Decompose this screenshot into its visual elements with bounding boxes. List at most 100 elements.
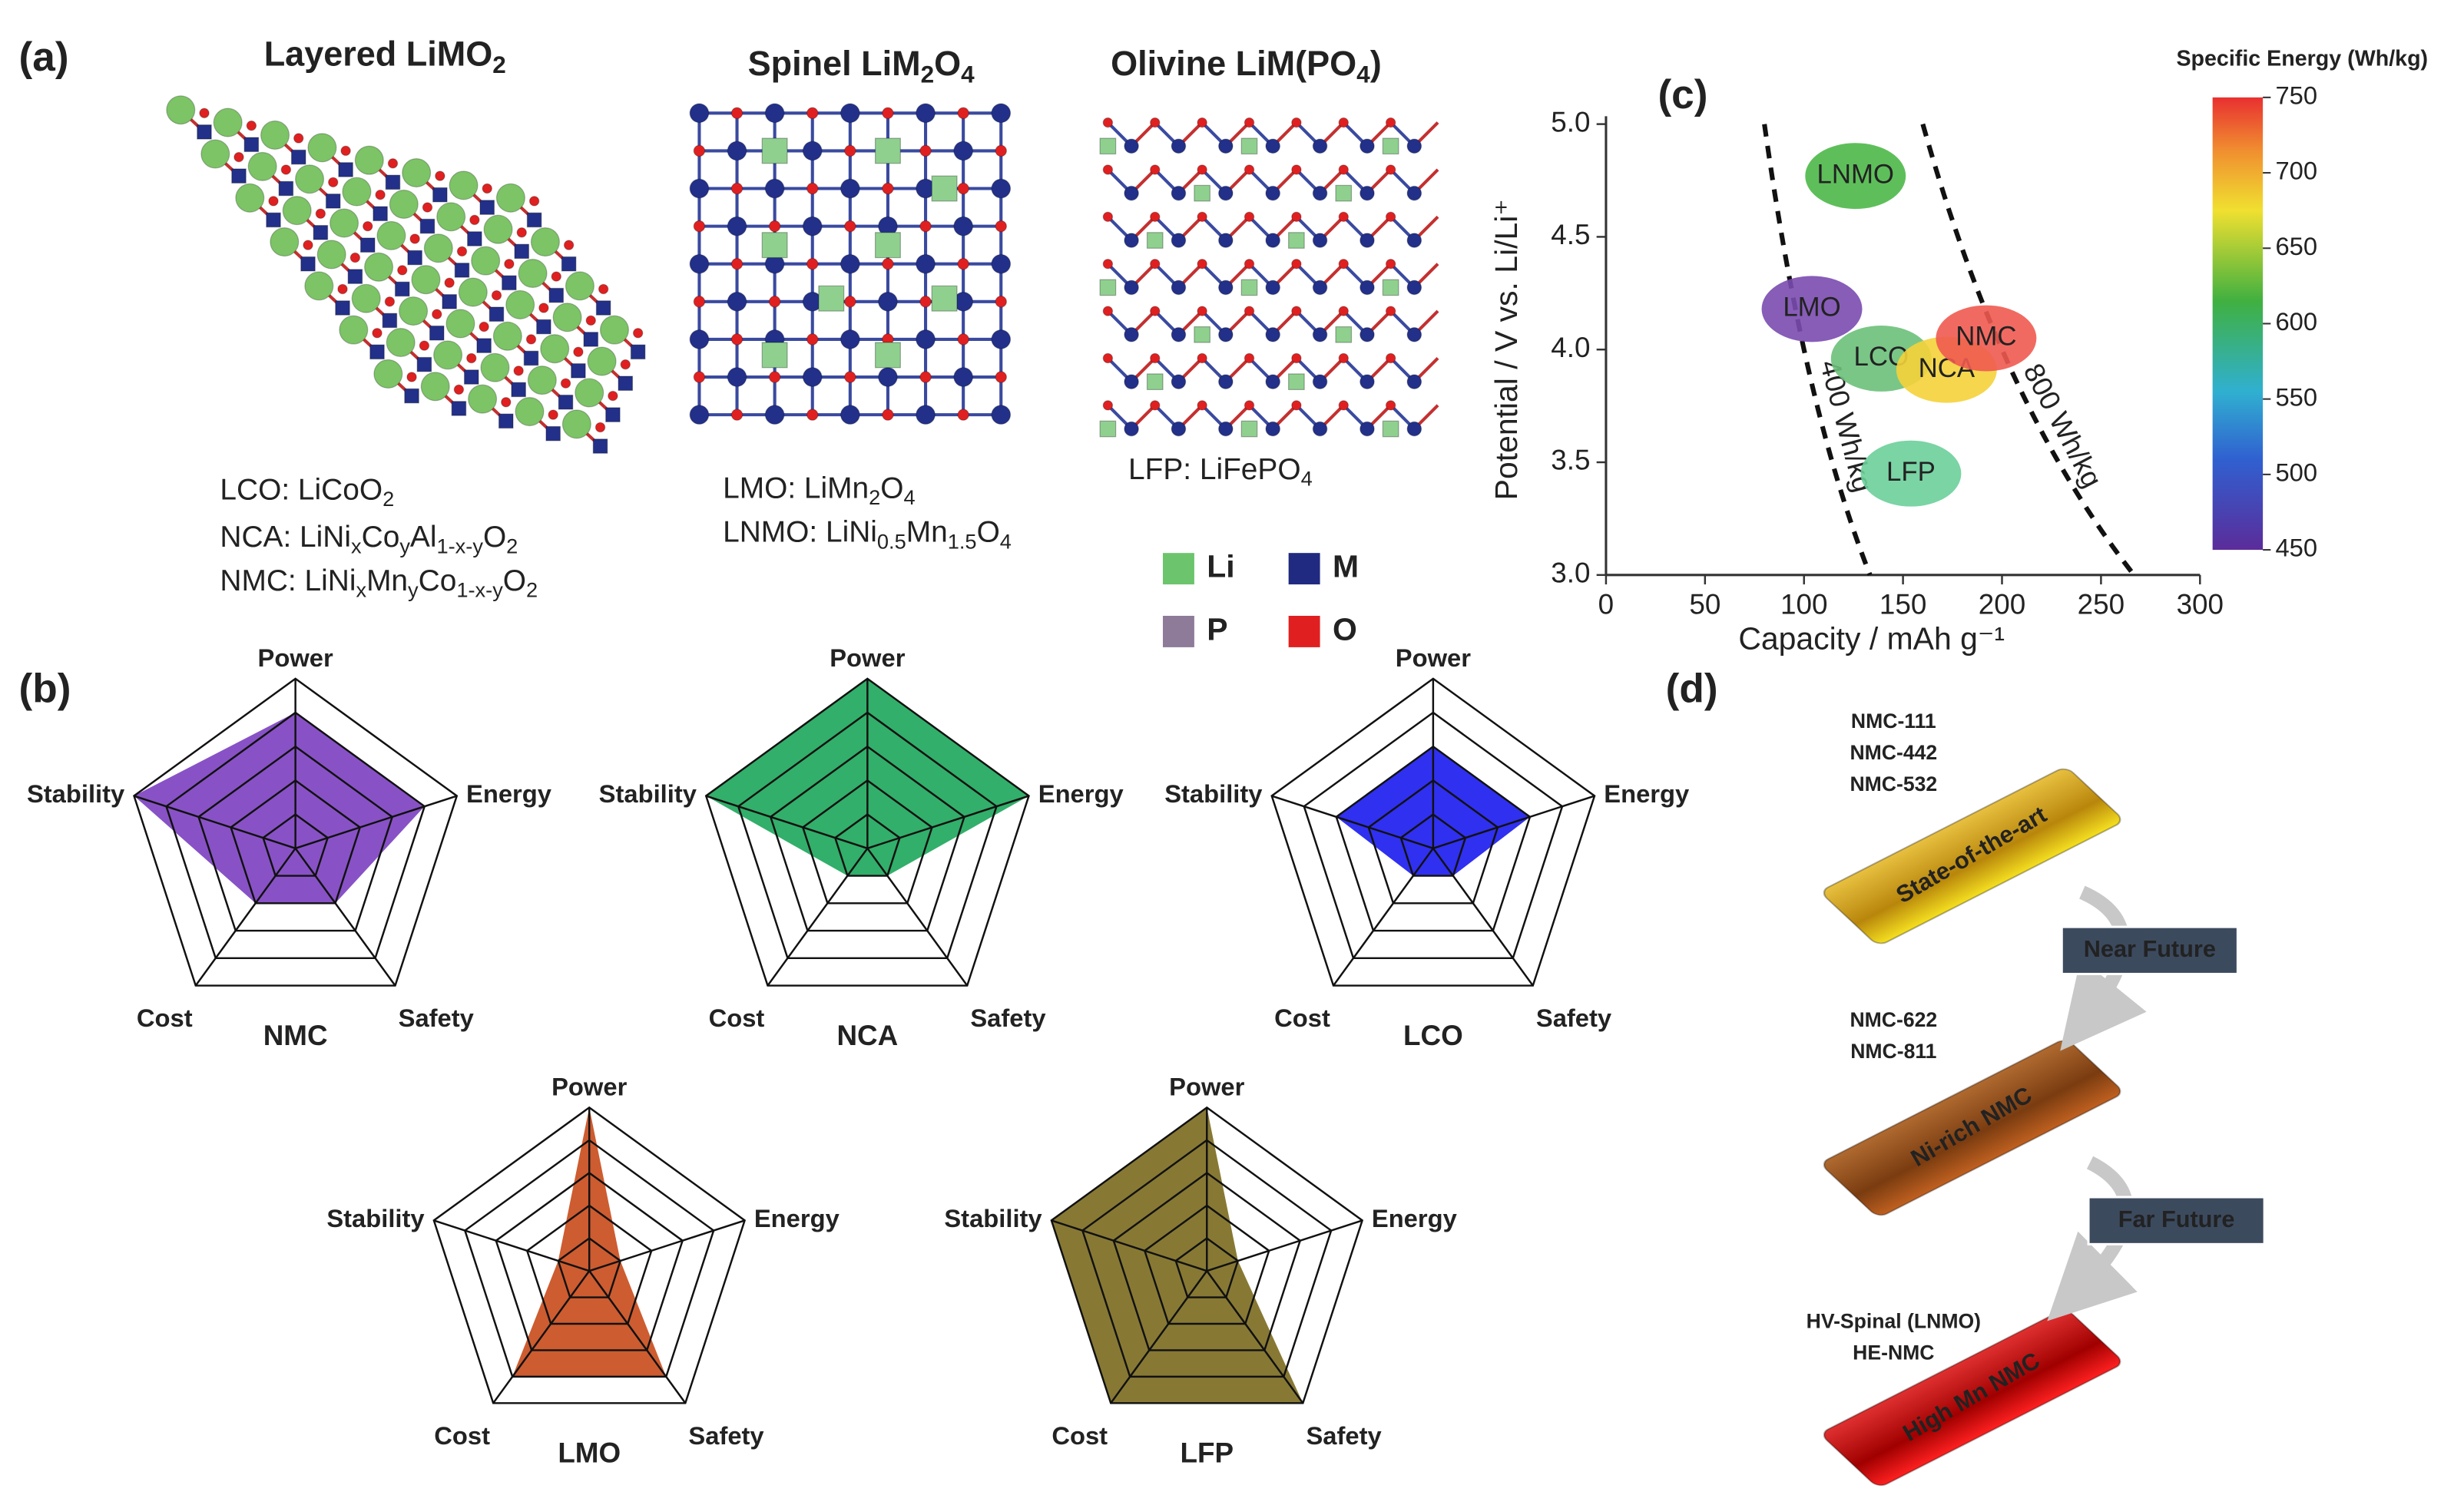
radar-spoke xyxy=(492,1270,591,1404)
x-axis-label: Capacity / mAh g⁻¹ xyxy=(1738,621,2005,657)
metal-atom xyxy=(592,438,608,454)
oxygen-atom xyxy=(387,158,399,169)
transition-label: Near Future xyxy=(2084,935,2216,962)
radar-ring xyxy=(833,813,901,877)
radar-axis-label: Safety xyxy=(1306,1421,1382,1450)
radar-ring xyxy=(432,1106,747,1404)
material-label: LFP xyxy=(1886,458,1936,487)
lithium-atom xyxy=(874,342,901,369)
metal-atom xyxy=(290,149,306,165)
oxygen-atom xyxy=(1385,164,1396,175)
radar-axis-label: Safety xyxy=(399,1004,475,1032)
oxygen-atom xyxy=(1291,306,1302,316)
material-region xyxy=(1936,305,2037,372)
radar-ring xyxy=(769,745,965,932)
formula-part: Co xyxy=(419,564,457,597)
metal-atom xyxy=(429,325,445,341)
metal-atom xyxy=(1171,374,1187,389)
radar-axis-label: Safety xyxy=(688,1421,764,1450)
oxygen-atom xyxy=(1338,164,1350,175)
metal-atom xyxy=(840,405,860,425)
formula-part: Mn xyxy=(906,516,948,549)
lithium-atom xyxy=(1382,137,1399,155)
radar-spoke xyxy=(588,1219,745,1272)
lithium-atom xyxy=(399,296,429,326)
lithium-atom xyxy=(307,133,337,163)
oxygen-atom xyxy=(1244,400,1255,411)
metal-atom xyxy=(1217,233,1234,248)
material-region xyxy=(1805,143,1906,210)
lithium-atom xyxy=(1335,326,1353,343)
oxygen-atom xyxy=(632,327,644,339)
radar-spoke xyxy=(1206,1270,1304,1404)
radar-spoke xyxy=(1432,795,1595,849)
oxygen-atom xyxy=(538,303,549,313)
oxygen-atom xyxy=(1197,352,1207,364)
oxygen-atom xyxy=(768,220,781,233)
metal-atom xyxy=(1217,138,1234,154)
roadmap-material: HE-NMC xyxy=(1853,1341,1934,1364)
oxygen-atom xyxy=(919,371,932,383)
lithium-atom xyxy=(420,372,450,402)
metal-atom xyxy=(523,350,539,366)
metal-atom xyxy=(197,124,212,140)
metal-atom xyxy=(454,263,470,278)
oxygen-atom xyxy=(806,182,819,195)
lithium-atom xyxy=(468,384,498,414)
oxygen-atom xyxy=(1197,306,1207,316)
radar-axis-label: Stability xyxy=(326,1204,425,1232)
subscript: 2 xyxy=(526,578,538,602)
y-axis-label: Potential / V vs. Li/Li⁺ xyxy=(1489,199,1524,500)
oxygen-atom xyxy=(957,257,969,270)
roadmap-slab xyxy=(1823,768,2121,944)
metal-atom xyxy=(335,300,350,316)
oxygen-atom xyxy=(501,397,512,408)
metal-atom xyxy=(498,413,514,429)
radar-axis-label: Stability xyxy=(1164,779,1263,808)
radar-spoke xyxy=(1051,1219,1207,1272)
metal-atom xyxy=(404,388,419,404)
oxygen-atom xyxy=(882,182,894,195)
legend-label: P xyxy=(1207,611,1227,647)
metal-atom xyxy=(338,162,353,177)
radar-axis-label: Cost xyxy=(434,1421,490,1450)
oxygen-atom xyxy=(466,352,477,364)
radar-axis-label: Cost xyxy=(1274,1004,1330,1032)
metal-atom xyxy=(1217,374,1234,389)
subscript: 2 xyxy=(506,534,518,558)
metal-atom xyxy=(561,256,577,272)
metal-atom xyxy=(548,287,565,303)
oxygen-atom xyxy=(315,208,326,220)
legend-swatch xyxy=(1288,616,1320,647)
x-tick-label: 0 xyxy=(1598,588,1614,620)
metal-atom xyxy=(313,224,329,240)
metal-atom xyxy=(689,253,710,274)
lithium-atom xyxy=(1099,279,1117,296)
metal-atom xyxy=(991,103,1012,124)
oxygen-atom xyxy=(528,196,540,207)
metal-atom xyxy=(916,253,936,274)
panel-label: (a) xyxy=(19,35,69,80)
lithium-atom xyxy=(235,183,265,213)
lithium-atom xyxy=(354,145,384,175)
formula-part: LFP: LiFePO xyxy=(1128,453,1301,486)
metal-atom xyxy=(689,103,710,124)
formula-part: O xyxy=(977,516,1000,549)
oxygen-atom xyxy=(293,133,304,144)
radar-ring xyxy=(262,813,330,877)
metal-atom xyxy=(1406,138,1422,154)
subscript: 1-x-y xyxy=(456,578,503,602)
lithium-atom xyxy=(402,158,432,188)
roadmap-material: NMC-442 xyxy=(1850,741,1937,764)
radar-axis-label: Safety xyxy=(970,1004,1046,1032)
metal-atom xyxy=(1171,280,1187,296)
roadmap-material: NMC-532 xyxy=(1850,772,1937,796)
oxygen-atom xyxy=(482,183,492,194)
oxygen-atom xyxy=(882,107,894,120)
oxygen-atom xyxy=(1197,400,1207,411)
oxygen-atom xyxy=(340,145,351,157)
metal-atom xyxy=(764,103,785,124)
legend-swatch xyxy=(1162,553,1194,585)
metal-atom xyxy=(1312,233,1328,248)
metal-atom xyxy=(1360,421,1375,437)
